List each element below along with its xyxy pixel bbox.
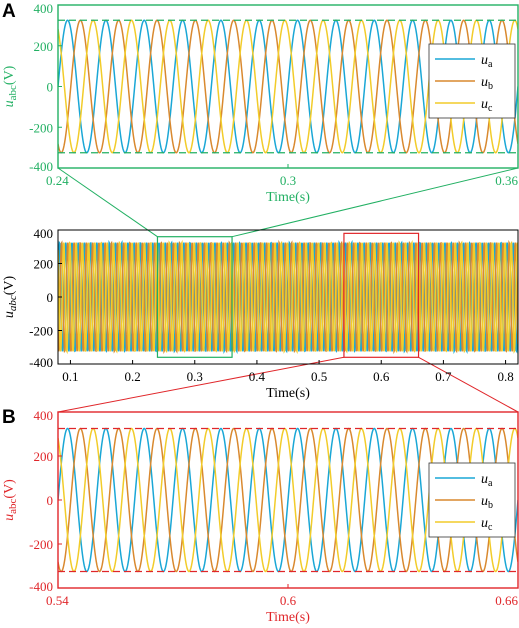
y-axis-label: uabc(V) xyxy=(2,65,19,107)
zoom-box-a xyxy=(156,236,233,358)
legend-label-sub: a xyxy=(488,59,493,70)
y-tick-label: 200 xyxy=(34,39,54,54)
x-tick-label: 0.8 xyxy=(497,369,513,384)
legend-label-sub: c xyxy=(488,103,493,114)
y-axis-label: uabc(V) xyxy=(2,479,19,521)
y-tick-label: 400 xyxy=(34,1,54,16)
connector-line-a-left xyxy=(57,167,158,238)
y-axis-label-unit: (V) xyxy=(2,276,17,296)
y-axis-label-sub: abc xyxy=(7,498,19,513)
x-tick-label: 0.5 xyxy=(311,369,327,384)
y-tick-label: 0 xyxy=(47,493,54,508)
x-tick-label: 0.6 xyxy=(373,369,390,384)
x-axis-label: Time(s) xyxy=(266,386,310,401)
legend-label-sub: b xyxy=(488,500,493,511)
x-axis-label: Time(s) xyxy=(266,610,310,625)
legend-label-main: u xyxy=(481,472,488,487)
x-tick-label: 0.1 xyxy=(62,369,78,384)
y-tick-label: -200 xyxy=(29,120,53,135)
panel-letter-a: A xyxy=(2,1,16,22)
x-tick-label: 0.3 xyxy=(280,173,296,188)
panel-letter-b: B xyxy=(2,407,16,428)
legend-label-main: u xyxy=(481,494,488,509)
series-line-ub xyxy=(58,427,518,573)
y-axis-label-sub: abc xyxy=(7,295,19,311)
legend-label-main: u xyxy=(481,97,488,112)
y-tick-label: 200 xyxy=(34,449,54,464)
legend-label-sub: b xyxy=(488,81,493,92)
legend-label-uc: uc xyxy=(481,97,493,114)
x-tick-label: 0.4 xyxy=(249,369,266,384)
x-axis-label: Time(s) xyxy=(266,190,310,205)
y-tick-label: -400 xyxy=(29,355,53,370)
series-line-uc xyxy=(58,427,518,573)
x-tick-label: 0.3 xyxy=(187,369,203,384)
legend-label-sub: a xyxy=(488,478,493,489)
y-tick-label: 200 xyxy=(34,257,54,272)
series-line-ub xyxy=(58,239,518,355)
x-tick-label: 0.66 xyxy=(495,593,518,608)
legend-label-uc: uc xyxy=(481,516,493,533)
x-tick-label: 0.24 xyxy=(46,173,69,188)
connector-line-a-right xyxy=(231,167,519,238)
legend-label-sub: c xyxy=(488,522,493,533)
y-axis-label-unit: (V) xyxy=(2,479,17,499)
y-tick-label: -200 xyxy=(29,537,53,552)
connector-line-b-left xyxy=(57,356,345,413)
y-tick-label: -200 xyxy=(29,324,53,339)
y-axis-label: uabc(V) xyxy=(2,276,19,319)
y-axis-label-main: u xyxy=(2,100,17,107)
legend-label-main: u xyxy=(481,516,488,531)
x-tick-label: 0.2 xyxy=(124,369,140,384)
x-tick-label: 0.6 xyxy=(280,593,297,608)
series-line-uc xyxy=(58,239,518,355)
series-line-ua xyxy=(58,239,518,355)
x-tick-label: 0.54 xyxy=(46,593,69,608)
y-axis-label-unit: (V) xyxy=(2,65,17,85)
series-group xyxy=(58,239,518,355)
y-axis-label-main: u xyxy=(2,514,17,521)
x-tick-label: 0.36 xyxy=(495,173,518,188)
legend-label-ub: ub xyxy=(481,494,493,511)
series-line-uc xyxy=(58,19,518,154)
legend-label-ua: ua xyxy=(481,472,493,489)
zoom-connector-lines xyxy=(57,167,519,413)
y-tick-label: -400 xyxy=(29,579,53,594)
overview-chart: 400 200 0 -200 -400 0.1 0.2 0.3 0.4 0.5 0.6 0.7 0.8 T… xyxy=(2,226,519,401)
series-line-ub xyxy=(58,19,518,154)
y-tick-label: 400 xyxy=(34,226,54,241)
connector-line-b-right xyxy=(418,356,519,413)
y-tick-label: -400 xyxy=(29,159,53,174)
y-tick-label: 0 xyxy=(47,290,54,305)
y-axis-label-sub: abc xyxy=(7,85,19,100)
y-tick-label: 0 xyxy=(47,80,54,95)
y-tick-label: 400 xyxy=(34,408,54,423)
legend-label-ub: ub xyxy=(481,75,493,92)
legend-label-main: u xyxy=(481,75,488,90)
legend-label-main: u xyxy=(481,53,488,68)
legend-label-ua: ua xyxy=(481,53,493,70)
y-axis-label-main: u xyxy=(2,311,17,318)
zoom-box-b xyxy=(343,232,420,358)
x-tick-label: 0.7 xyxy=(435,369,452,384)
